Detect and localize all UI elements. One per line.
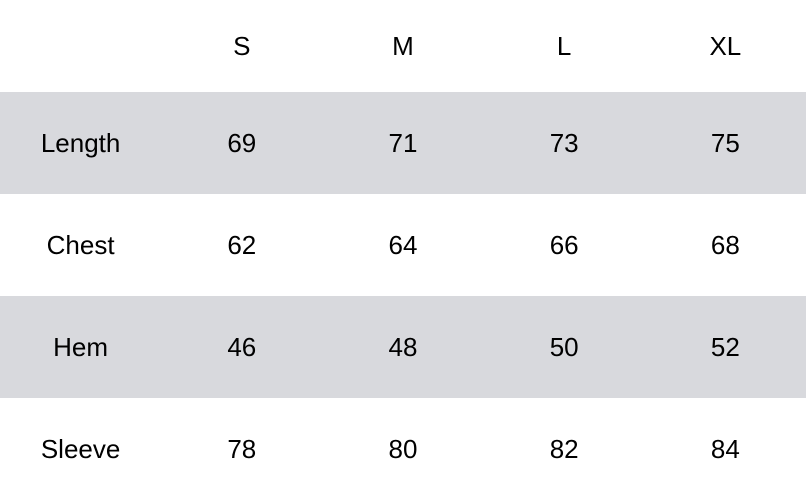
table-cell: 66: [549, 229, 579, 260]
table-cell: 75: [710, 127, 740, 158]
table-cell: 78: [227, 433, 257, 464]
row-label: Sleeve: [40, 433, 121, 464]
row-label: Length: [40, 127, 121, 158]
header-cell-empty: [0, 0, 161, 92]
table-row: Hem 46 48 50 52: [0, 296, 806, 398]
header-cell-l: L: [556, 30, 572, 61]
table-row: Chest 62 64 66 68: [0, 194, 806, 296]
table-cell: 62: [227, 229, 257, 260]
table-cell: 46: [227, 331, 257, 362]
table-cell: 71: [388, 127, 418, 158]
row-label: Hem: [53, 331, 109, 362]
table-cell: 64: [388, 229, 418, 260]
table-cell: 52: [710, 331, 740, 362]
table-cell: 80: [388, 433, 418, 464]
row-label: Chest: [46, 229, 115, 260]
header-cell-xl: XL: [709, 30, 742, 61]
table-cell: 73: [549, 127, 579, 158]
table-row: Sleeve 78 80 82 84: [0, 398, 806, 500]
table-cell: 69: [227, 127, 257, 158]
table-cell: 48: [388, 331, 418, 362]
table-row: Length 69 71 73 75: [0, 92, 806, 194]
header-row: S M L XL: [0, 0, 806, 92]
table-cell: 68: [710, 229, 740, 260]
table-cell: 50: [549, 331, 579, 362]
table-cell: 84: [710, 433, 740, 464]
header-cell-m: M: [392, 30, 414, 61]
header-cell-s: S: [233, 30, 251, 61]
table-cell: 82: [549, 433, 579, 464]
